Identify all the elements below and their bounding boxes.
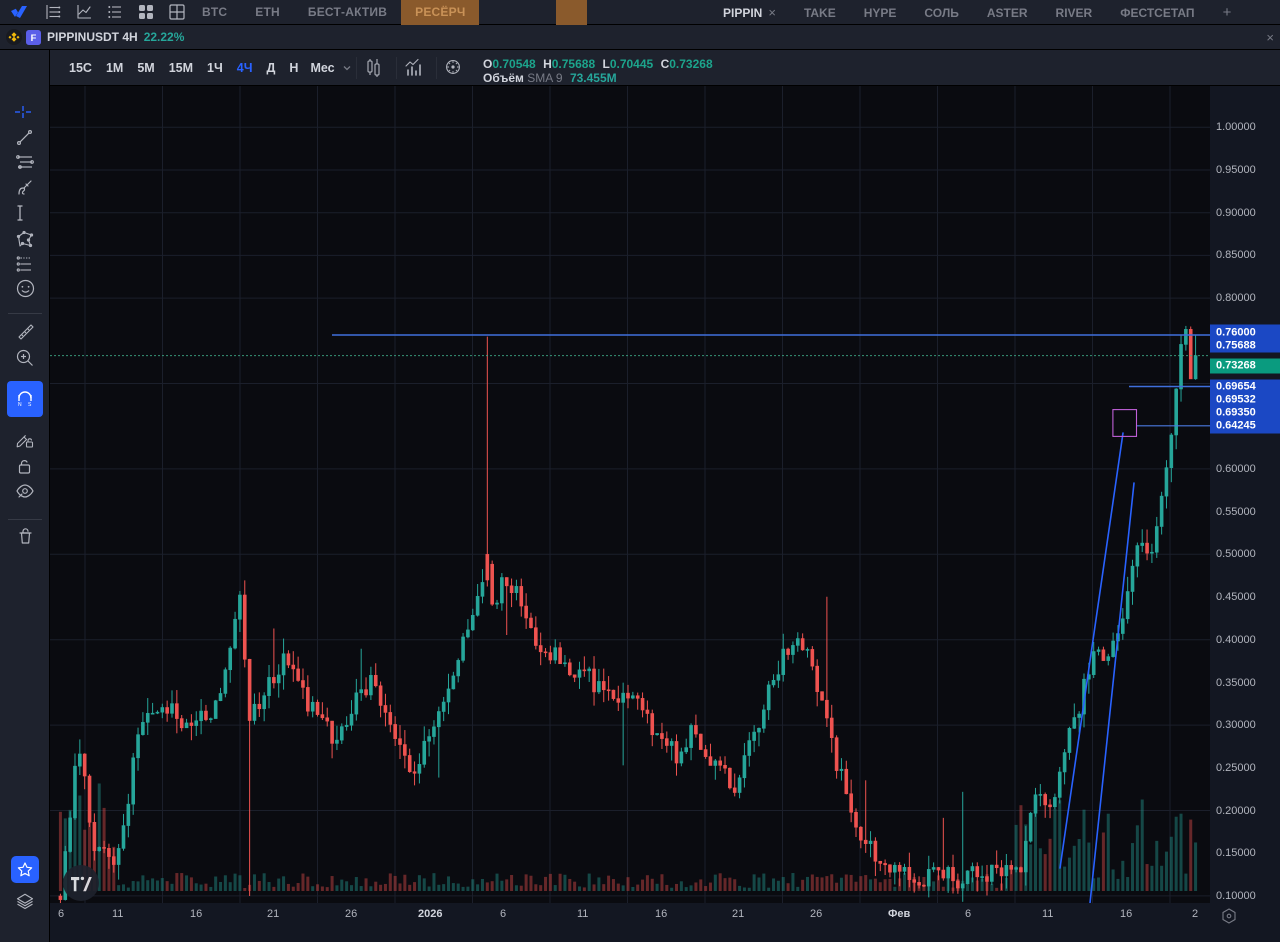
svg-text:F: F <box>31 32 37 42</box>
svg-text:S: S <box>28 402 32 408</box>
svg-text:N: N <box>18 402 22 408</box>
